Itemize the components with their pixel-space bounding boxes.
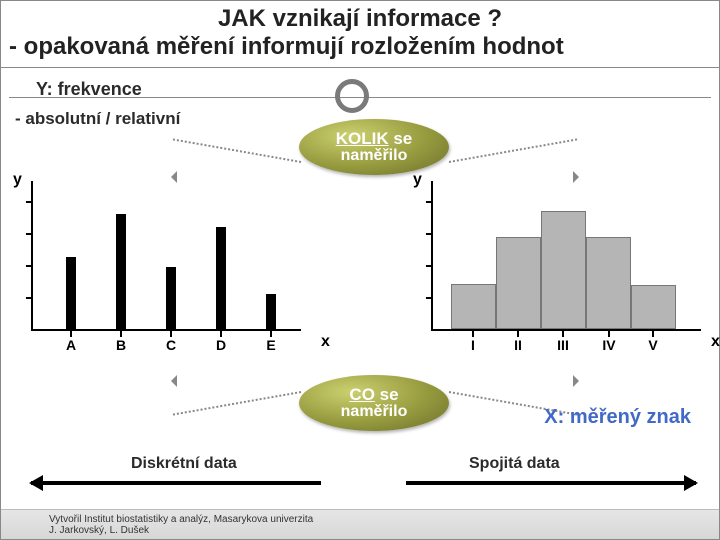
- category-label: II: [514, 337, 522, 353]
- tick-y: [426, 233, 432, 235]
- x-axis-title: X: měřený znak: [544, 406, 691, 429]
- discrete-x-label: x: [321, 333, 330, 351]
- discrete-y-label: y: [13, 171, 22, 189]
- continuous-chart: y IIIIIIIVV x: [431, 181, 701, 353]
- tick-y: [26, 201, 32, 203]
- bar: [216, 227, 226, 329]
- histogram-bin: [541, 211, 586, 329]
- circle-marker-icon: [335, 79, 369, 113]
- bar: [266, 294, 276, 329]
- title-block: JAK vznikají informace ? - opakovaná měř…: [1, 1, 719, 68]
- badge-co-line2: naměřilo: [341, 403, 408, 421]
- footer: Vytvořil Institut biostatistiky a analýz…: [1, 509, 719, 539]
- tick-y: [426, 201, 432, 203]
- category-label: C: [166, 337, 176, 353]
- histogram-bin: [496, 237, 541, 329]
- badge-co-line1: CO se: [349, 385, 398, 405]
- tick-y: [26, 265, 32, 267]
- title-line-1: JAK vznikají informace ?: [9, 5, 711, 33]
- category-label: I: [471, 337, 475, 353]
- title-line-2: - opakovaná měření informují rozložením …: [9, 33, 711, 61]
- discrete-axis-y: [31, 181, 33, 331]
- arrow-right-icon: [406, 481, 696, 485]
- category-label: V: [648, 337, 657, 353]
- category-label: D: [216, 337, 226, 353]
- continuous-x-label: x: [711, 333, 720, 351]
- continuous-axis-y: [431, 181, 433, 331]
- footer-line2: J. Jarkovský, L. Dušek: [49, 525, 313, 536]
- discrete-data-label: Diskrétní data: [131, 455, 237, 473]
- continuous-y-label: y: [413, 171, 422, 189]
- badge-co: CO se naměřilo: [299, 375, 449, 431]
- slide: JAK vznikají informace ? - opakovaná měř…: [0, 0, 720, 540]
- y-axis-title: Y: frekvence: [36, 79, 142, 100]
- badge-kolik-line2: naměřilo: [341, 147, 408, 165]
- bar: [66, 257, 76, 329]
- tick-y: [26, 297, 32, 299]
- tick-y: [26, 233, 32, 235]
- discrete-chart: y ABCDE x: [31, 181, 301, 353]
- category-label: A: [66, 337, 76, 353]
- badge-kolik: KOLIK se naměřilo: [299, 119, 449, 175]
- badge-kolik-line1: KOLIK se: [336, 129, 413, 149]
- tick-y: [426, 297, 432, 299]
- histogram-bin: [631, 285, 676, 329]
- category-label: B: [116, 337, 126, 353]
- category-label: IV: [602, 337, 615, 353]
- histogram-bin: [451, 284, 496, 329]
- category-label: III: [557, 337, 569, 353]
- category-label: E: [266, 337, 275, 353]
- bar: [166, 267, 176, 329]
- tick-y: [426, 265, 432, 267]
- continuous-data-label: Spojitá data: [469, 455, 560, 473]
- histogram-bin: [586, 237, 631, 329]
- footer-line1: Vytvořil Institut biostatistiky a analýz…: [49, 514, 313, 525]
- y-axis-subtitle: - absolutní / relativní: [15, 109, 180, 129]
- arrow-left-icon: [31, 481, 321, 485]
- bar: [116, 214, 126, 329]
